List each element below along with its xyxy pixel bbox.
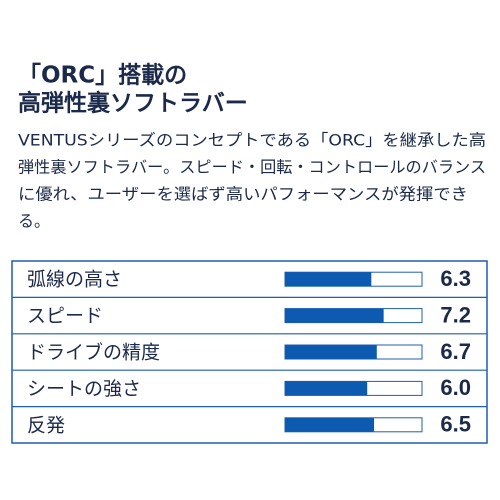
row-label: 反発 xyxy=(27,414,65,436)
title-line: 高弾性裏ソフトラバー xyxy=(18,90,248,117)
row-value: 7.2 xyxy=(440,302,471,327)
row-value: 6.3 xyxy=(440,266,471,291)
row-value: 6.5 xyxy=(440,412,471,437)
bar xyxy=(285,345,377,359)
row-label: ドライブの精度 xyxy=(27,341,160,364)
description-line: VENTUSシリーズのコンセプトである「ORC」を継承した高 xyxy=(18,131,486,150)
bar xyxy=(285,417,375,432)
row-label: シートの強さ xyxy=(27,378,141,400)
description-line: る。 xyxy=(18,212,50,231)
description-line: に優れ、ユーザーを選ばず高いパフォーマンスが発揮でき xyxy=(18,185,468,204)
bar xyxy=(285,381,368,396)
title-line: 「ORC」搭載の xyxy=(18,63,187,89)
bar xyxy=(285,308,384,323)
bar xyxy=(285,272,372,287)
row-label: スピード xyxy=(27,305,103,327)
row-label: 弧線の高さ xyxy=(27,269,122,291)
row-value: 6.7 xyxy=(440,339,471,364)
row-value: 6.0 xyxy=(440,375,471,400)
table-border xyxy=(11,260,488,444)
description-line: 弾性裏ソフトラバー。スピード・回転・コントロールのバランス xyxy=(18,158,486,177)
